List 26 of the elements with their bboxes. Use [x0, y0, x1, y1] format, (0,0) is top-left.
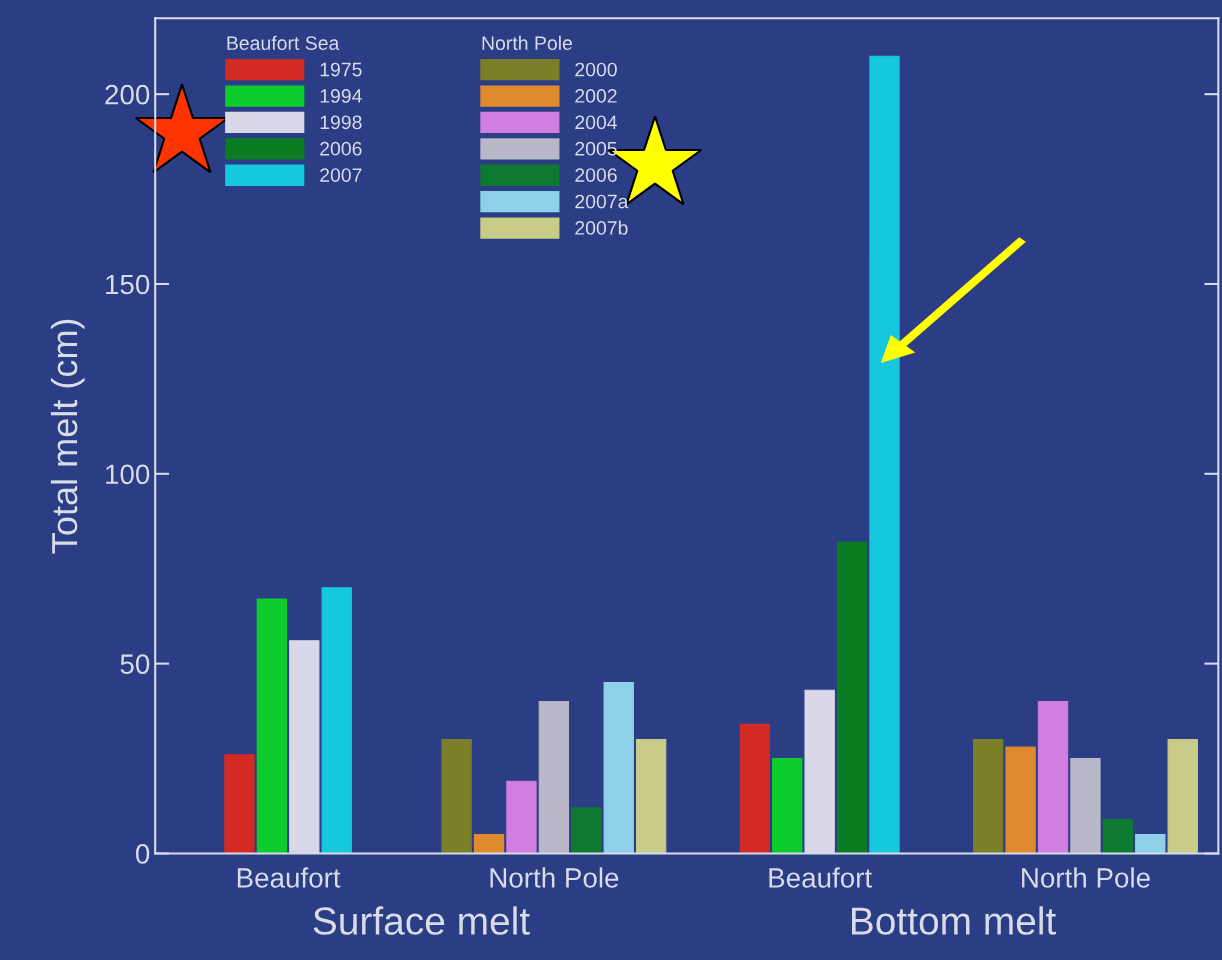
- x-tick-label: Beaufort: [769, 867, 872, 888]
- text: North Pole: [482, 35, 573, 51]
- text: Beaufort Sea: [227, 35, 340, 51]
- legend-label: 2000: [575, 62, 617, 77]
- x-tick-label: North Pole: [1022, 867, 1150, 888]
- y-axis-title: Total melt (cm): [50, 319, 85, 554]
- x-tick-label: Beaufort: [237, 867, 341, 888]
- text: Bottom melt: [852, 906, 1056, 935]
- legend-label: 1994: [320, 89, 362, 103]
- legend-label: 2004: [575, 115, 618, 130]
- legend-label: 2007a: [575, 194, 629, 209]
- legend-label: 2006: [575, 168, 617, 182]
- text: Surface melt: [313, 906, 530, 935]
- legend-label: 2005: [575, 141, 617, 156]
- y-tick-label: 200: [105, 84, 150, 105]
- y-tick-label: 100: [106, 464, 150, 485]
- legend-label: 1975: [320, 62, 362, 77]
- legend-label: 2002: [575, 89, 617, 103]
- y-tick-label: 50: [120, 654, 150, 674]
- x-tick-label: North Pole: [490, 867, 619, 888]
- y-tick-label: 150: [106, 274, 150, 295]
- legend-label: 2006: [320, 141, 362, 156]
- legend-label: 1998: [320, 115, 362, 130]
- y-tick-label: 0: [135, 844, 150, 864]
- legend-label: 2007: [320, 168, 362, 182]
- legend-label: 2007b: [575, 220, 628, 235]
